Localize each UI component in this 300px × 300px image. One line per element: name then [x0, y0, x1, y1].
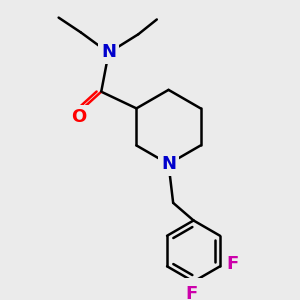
- Text: F: F: [227, 256, 239, 274]
- Text: N: N: [161, 155, 176, 173]
- Text: F: F: [186, 285, 198, 300]
- Text: O: O: [71, 108, 87, 126]
- Text: N: N: [101, 43, 116, 61]
